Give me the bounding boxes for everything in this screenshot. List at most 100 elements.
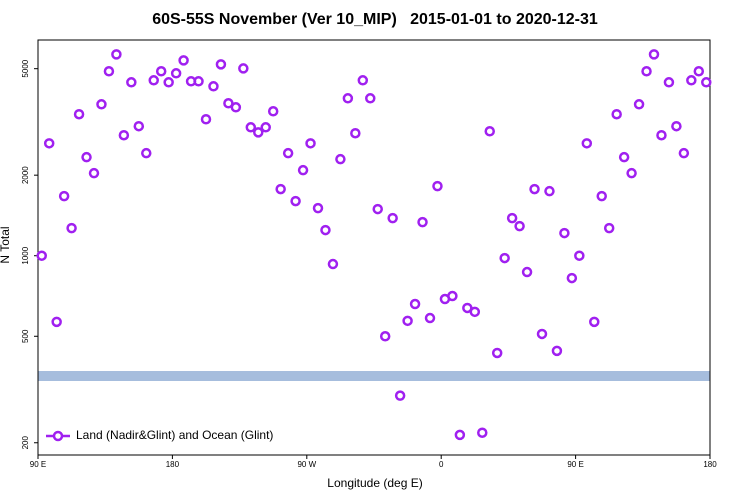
point bbox=[297, 164, 309, 176]
point bbox=[223, 98, 234, 109]
band bbox=[38, 371, 710, 381]
point bbox=[215, 59, 227, 70]
point bbox=[491, 347, 503, 359]
point bbox=[603, 222, 615, 234]
y-tick-label: 2000 bbox=[21, 166, 30, 184]
point bbox=[275, 183, 286, 195]
point bbox=[536, 328, 548, 340]
point bbox=[133, 120, 145, 132]
point bbox=[447, 290, 458, 302]
point bbox=[51, 316, 62, 328]
point bbox=[387, 212, 398, 224]
point bbox=[678, 147, 690, 159]
point bbox=[312, 202, 324, 214]
point bbox=[611, 108, 622, 120]
point bbox=[305, 138, 316, 149]
point bbox=[357, 75, 369, 86]
plot-frame bbox=[37, 39, 711, 456]
point bbox=[170, 68, 182, 79]
point bbox=[282, 147, 294, 159]
point bbox=[193, 76, 204, 87]
x-tick-label: 180 bbox=[166, 460, 180, 469]
point bbox=[230, 102, 242, 113]
point bbox=[163, 77, 174, 88]
point bbox=[103, 66, 115, 77]
point bbox=[73, 108, 85, 120]
point bbox=[618, 151, 630, 163]
point bbox=[432, 180, 443, 192]
point bbox=[454, 429, 466, 441]
point bbox=[581, 138, 593, 149]
point bbox=[58, 190, 70, 202]
point bbox=[626, 167, 637, 179]
point bbox=[200, 114, 212, 125]
point bbox=[96, 99, 107, 110]
point bbox=[118, 129, 130, 141]
point bbox=[641, 66, 652, 77]
point bbox=[342, 93, 354, 104]
point bbox=[365, 93, 376, 104]
x-tick-label: 90 E bbox=[567, 460, 583, 469]
point bbox=[372, 203, 383, 215]
legend-label: Land (Nadir&Glint) and Ocean (Glint) bbox=[76, 428, 273, 442]
point bbox=[499, 252, 510, 264]
y-tick-label: 1000 bbox=[21, 246, 30, 264]
point bbox=[633, 99, 645, 110]
point bbox=[43, 138, 55, 149]
point bbox=[394, 390, 406, 401]
point bbox=[290, 195, 301, 207]
point bbox=[379, 331, 391, 342]
point bbox=[155, 66, 167, 77]
point bbox=[81, 151, 92, 163]
x-tick-label: 90 W bbox=[297, 460, 316, 469]
point bbox=[693, 66, 705, 77]
point bbox=[178, 55, 189, 66]
point bbox=[484, 126, 495, 137]
y-tick-label: 5000 bbox=[21, 59, 30, 77]
point bbox=[671, 120, 682, 132]
y-tick-label: 200 bbox=[21, 436, 30, 450]
point bbox=[544, 185, 555, 197]
point bbox=[566, 272, 578, 284]
point bbox=[663, 77, 675, 88]
point bbox=[701, 77, 712, 88]
point bbox=[350, 127, 361, 139]
point bbox=[320, 224, 331, 236]
point bbox=[417, 216, 428, 228]
point bbox=[66, 222, 77, 234]
point bbox=[656, 129, 667, 141]
point bbox=[521, 266, 533, 278]
point bbox=[574, 250, 585, 261]
point bbox=[88, 167, 100, 179]
point bbox=[469, 306, 481, 318]
y-axis-label: N Total bbox=[0, 226, 12, 263]
point bbox=[253, 127, 264, 138]
point bbox=[36, 250, 47, 261]
point bbox=[559, 227, 570, 239]
point bbox=[327, 258, 339, 270]
point bbox=[529, 183, 540, 195]
x-tick-label: 180 bbox=[703, 460, 717, 469]
point bbox=[424, 312, 436, 324]
x-tick-label: 0 bbox=[439, 460, 444, 469]
point bbox=[141, 147, 152, 159]
point bbox=[245, 122, 257, 133]
y-tick-label: 500 bbox=[21, 329, 30, 343]
point bbox=[686, 75, 697, 86]
x-axis-label: Longitude (deg E) bbox=[327, 476, 422, 490]
point bbox=[335, 153, 346, 165]
chart-title: 60S-55S November (Ver 10_MIP) 2015-01-01… bbox=[152, 11, 598, 28]
point bbox=[260, 122, 271, 133]
point bbox=[506, 212, 518, 224]
point bbox=[589, 316, 600, 328]
point bbox=[111, 49, 122, 60]
point bbox=[126, 77, 137, 88]
point bbox=[267, 106, 279, 117]
x-tick-label: 90 E bbox=[30, 460, 46, 469]
point bbox=[514, 220, 525, 232]
point bbox=[596, 190, 607, 202]
point bbox=[477, 427, 488, 438]
point bbox=[648, 49, 660, 60]
